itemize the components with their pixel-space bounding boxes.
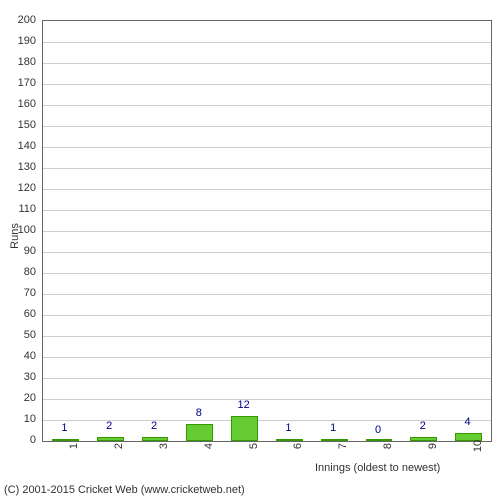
bar-value-label: 2 — [151, 420, 157, 432]
bar-value-label: 1 — [285, 422, 291, 434]
bar-value-label: 1 — [61, 422, 67, 434]
ytick-label: 110 — [0, 203, 36, 215]
ytick-label: 0 — [0, 434, 36, 446]
bar-value-label: 8 — [196, 407, 202, 419]
gridline — [43, 357, 491, 358]
gridline — [43, 294, 491, 295]
gridline — [43, 147, 491, 148]
xtick-label: 7 — [337, 443, 349, 449]
gridline — [43, 336, 491, 337]
bar — [366, 439, 393, 441]
ytick-label: 170 — [0, 77, 36, 89]
ytick-label: 40 — [0, 350, 36, 362]
ytick-label: 100 — [0, 224, 36, 236]
xtick-label: 5 — [248, 443, 260, 449]
gridline — [43, 273, 491, 274]
bar-value-label: 2 — [106, 420, 112, 432]
gridline — [43, 210, 491, 211]
gridline — [43, 105, 491, 106]
bar — [231, 416, 258, 441]
bar-value-label: 12 — [237, 399, 249, 411]
ytick-label: 150 — [0, 119, 36, 131]
ytick-label: 70 — [0, 287, 36, 299]
bar — [52, 439, 79, 441]
gridline — [43, 378, 491, 379]
bar — [321, 439, 348, 441]
xtick-label: 1 — [68, 443, 80, 449]
ytick-label: 20 — [0, 392, 36, 404]
gridline — [43, 42, 491, 43]
ytick-label: 90 — [0, 245, 36, 257]
bar — [142, 437, 169, 441]
chart-container: Runs Innings (oldest to newest) (C) 2001… — [0, 0, 500, 500]
gridline — [43, 252, 491, 253]
ytick-label: 30 — [0, 371, 36, 383]
ytick-label: 160 — [0, 98, 36, 110]
gridline — [43, 63, 491, 64]
x-axis-label: Innings (oldest to newest) — [315, 462, 440, 474]
gridline — [43, 84, 491, 85]
bar — [97, 437, 124, 441]
gridline — [43, 399, 491, 400]
gridline — [43, 315, 491, 316]
xtick-label: 6 — [292, 443, 304, 449]
bar-value-label: 0 — [375, 424, 381, 436]
xtick-label: 3 — [158, 443, 170, 449]
gridline — [43, 189, 491, 190]
xtick-label: 4 — [203, 443, 215, 449]
xtick-label: 9 — [427, 443, 439, 449]
bar-value-label: 1 — [330, 422, 336, 434]
xtick-label: 10 — [472, 440, 484, 452]
bar-value-label: 4 — [465, 416, 471, 428]
gridline — [43, 231, 491, 232]
ytick-label: 130 — [0, 161, 36, 173]
xtick-label: 8 — [382, 443, 394, 449]
ytick-label: 10 — [0, 413, 36, 425]
ytick-label: 120 — [0, 182, 36, 194]
ytick-label: 180 — [0, 56, 36, 68]
plot-area — [42, 20, 492, 442]
ytick-label: 200 — [0, 14, 36, 26]
ytick-label: 190 — [0, 35, 36, 47]
ytick-label: 60 — [0, 308, 36, 320]
bar-value-label: 2 — [420, 420, 426, 432]
gridline — [43, 168, 491, 169]
bar — [410, 437, 437, 441]
bar — [186, 424, 213, 441]
ytick-label: 80 — [0, 266, 36, 278]
credit-text: (C) 2001-2015 Cricket Web (www.cricketwe… — [4, 484, 245, 496]
gridline — [43, 126, 491, 127]
ytick-label: 140 — [0, 140, 36, 152]
ytick-label: 50 — [0, 329, 36, 341]
xtick-label: 2 — [113, 443, 125, 449]
bar — [276, 439, 303, 441]
